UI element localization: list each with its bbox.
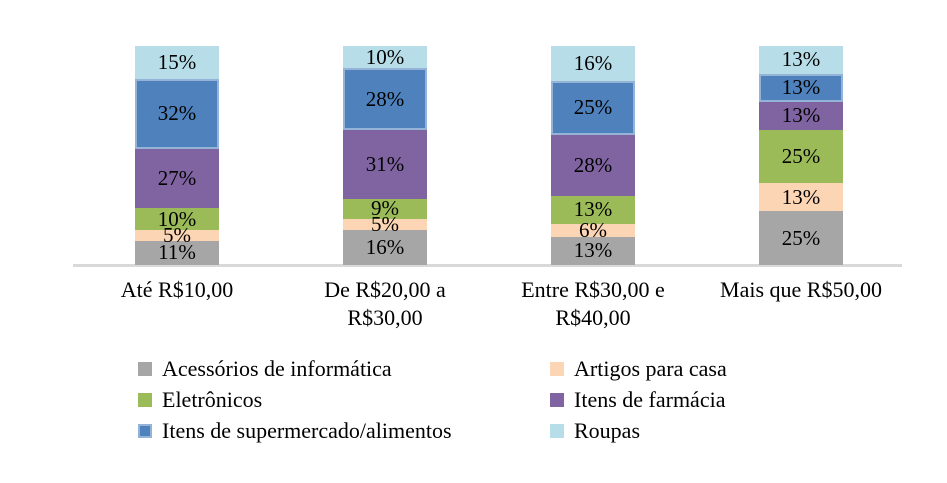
bar-segment: 28% xyxy=(343,68,427,131)
segment-value-label: 10% xyxy=(157,206,197,231)
bar-segment: 10% xyxy=(343,44,427,69)
stacked-bar-2: 16% 5% 9% 31% 28% 10% xyxy=(343,46,427,265)
segment-value-label: 13% xyxy=(781,184,821,209)
x-axis-label: Até R$10,00 xyxy=(120,277,234,302)
legend-item: Acessórios de informática xyxy=(138,356,550,381)
bar-segment: 13% xyxy=(551,195,635,224)
bar-segment: 28% xyxy=(551,134,635,196)
segment-value-label: 27% xyxy=(157,166,197,191)
bar-segment: 25% xyxy=(759,211,843,265)
legend-label: Artigos para casa xyxy=(574,356,727,381)
segment-value-label: 13% xyxy=(781,103,821,128)
bar-segment: 13% xyxy=(759,73,843,102)
segment-value-label: 28% xyxy=(365,86,405,111)
legend-swatch-icon xyxy=(138,424,152,439)
legend-label: Acessórios de informática xyxy=(162,356,392,381)
legend-swatch-icon xyxy=(550,362,564,377)
segment-value-label: 16% xyxy=(365,234,405,259)
bar-segment: 11% xyxy=(135,240,219,265)
legend-item: Eletrônicos xyxy=(138,387,550,413)
bar-segment: 25% xyxy=(551,80,635,135)
stacked-bar-1: 11% 5% 10% 27% 32% 15% xyxy=(135,46,219,265)
segment-value-label: 10% xyxy=(365,44,405,69)
legend-item: Itens de farmácia xyxy=(550,387,727,413)
bar-segment: 13% xyxy=(759,183,843,212)
segment-value-label: 25% xyxy=(781,225,821,250)
legend-item: Itens de supermercado/alimentos xyxy=(138,419,550,443)
bar-segment: 31% xyxy=(343,130,427,199)
x-axis-line xyxy=(73,264,902,267)
segment-value-label: 28% xyxy=(573,152,613,177)
segment-value-label: 13% xyxy=(573,238,613,263)
bar-segment: 5% xyxy=(343,213,427,234)
x-axis-label: Mais que R$50,00 xyxy=(720,277,882,302)
segment-value-label: 25% xyxy=(781,144,821,169)
legend-item: Roupas xyxy=(550,419,727,443)
segment-value-label: 5% xyxy=(163,222,191,247)
bar-segment: 15% xyxy=(135,46,219,79)
legend-label: Itens de farmácia xyxy=(574,387,726,413)
bar-segment: 5% xyxy=(135,224,219,245)
bar-segment: 13% xyxy=(551,236,635,265)
bar-segment: 13% xyxy=(759,101,843,130)
segment-value-label: 11% xyxy=(158,240,196,265)
bar-segment: 32% xyxy=(135,78,219,149)
segment-value-label: 16% xyxy=(573,50,613,75)
legend-label: Eletrônicos xyxy=(162,387,263,413)
segment-value-label: 5% xyxy=(371,211,399,236)
bar-segment: 16% xyxy=(343,229,427,265)
bar-segment: 16% xyxy=(551,46,635,81)
legend-label: Roupas xyxy=(574,418,640,444)
bar-segment: 13% xyxy=(759,46,843,74)
segment-value-label: 6% xyxy=(579,217,607,242)
legend-item: Artigos para casa xyxy=(550,356,727,381)
stacked-bar-4: 25% 13% 25% 13% 13% 13% xyxy=(759,46,843,265)
x-axis-label: De R$20,00 a R$30,00 xyxy=(324,277,446,330)
segment-value-label: 9% xyxy=(371,196,399,221)
bar-segment: 9% xyxy=(343,196,427,221)
segment-value-label: 13% xyxy=(781,75,821,100)
bar-segment: 25% xyxy=(759,129,843,184)
segment-value-label: 25% xyxy=(573,95,613,120)
segment-value-label: 31% xyxy=(365,151,405,176)
segment-value-label: 15% xyxy=(157,49,197,74)
legend-swatch-icon xyxy=(138,362,152,377)
segment-value-label: 13% xyxy=(573,197,613,222)
legend: Acessórios de informática Artigos para ca… xyxy=(138,356,727,444)
segment-value-label: 32% xyxy=(157,101,197,126)
stacked-bar-3: 13% 6% 13% 28% 25% 16% xyxy=(551,46,635,265)
bar-segment: 10% xyxy=(135,208,219,230)
bar-segment: 27% xyxy=(135,148,219,209)
x-axis-label: Entre R$30,00 e R$40,00 xyxy=(521,277,665,330)
legend-swatch-icon xyxy=(550,393,564,408)
legend-swatch-icon xyxy=(138,393,152,408)
legend-label: Itens de supermercado/alimentos xyxy=(162,418,452,444)
bar-segment: 6% xyxy=(551,219,635,240)
legend-swatch-icon xyxy=(550,424,564,439)
segment-value-label: 13% xyxy=(781,47,821,72)
